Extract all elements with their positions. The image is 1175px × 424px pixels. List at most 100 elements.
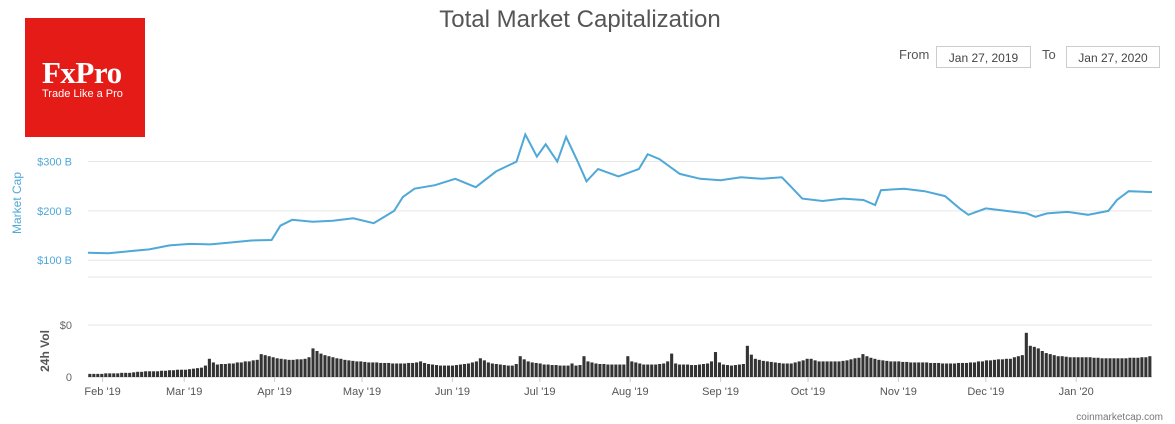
volume-bar [211, 362, 215, 377]
volume-bar [1140, 357, 1144, 377]
volume-bar [343, 359, 347, 377]
volume-bar [909, 362, 913, 377]
volume-bar [805, 358, 809, 377]
volume-bar [869, 357, 873, 377]
volume-bar [949, 363, 953, 377]
volume-bar [578, 365, 582, 377]
volume-bar [729, 365, 733, 377]
volume-bar [698, 364, 702, 377]
volume-bar [187, 369, 192, 377]
volume-bar [227, 363, 231, 377]
volume-bar [992, 359, 996, 377]
volume-bar [526, 361, 530, 377]
volume-bar [1024, 332, 1028, 377]
volume-bar [877, 359, 881, 377]
volume-bar [423, 362, 427, 377]
volume-bar [626, 356, 630, 377]
source-credit[interactable]: coinmarketcap.com [1076, 412, 1163, 423]
volume-bar [1028, 345, 1032, 377]
volume-bar [765, 361, 769, 377]
volume-bar [1112, 358, 1116, 377]
volume-bar [379, 362, 383, 377]
volume-bar [889, 361, 893, 377]
volume-bar [789, 363, 793, 377]
volume-bar [478, 358, 482, 377]
volume-bar [331, 357, 335, 377]
volume-bar [713, 352, 718, 377]
volume-bar [965, 362, 969, 377]
volume-bar [881, 360, 885, 377]
fxpro-logo[interactable]: FxPro Trade Like a Pro [25, 18, 145, 137]
volume-bar [140, 371, 144, 377]
volume-bar [148, 371, 152, 377]
volume-bar [383, 362, 387, 377]
volume-bar [618, 364, 622, 377]
volume-bar [183, 369, 188, 377]
volume-bar [988, 360, 992, 377]
volume-bar [554, 365, 558, 377]
volume-bar [534, 362, 538, 377]
volume-bar [594, 363, 598, 377]
volume-bar [315, 351, 319, 377]
market-cap-series-line[interactable] [87, 131, 1153, 255]
x-tick-label: Aug '19 [612, 386, 649, 398]
volume-bar [761, 360, 765, 377]
volume-bar [522, 359, 526, 377]
volume-bar [171, 370, 176, 377]
volume-bar [351, 360, 355, 377]
volume-bar [845, 360, 849, 377]
volume-bar [311, 348, 315, 377]
volume-bar [403, 363, 407, 377]
y-axis-title-market-cap: Market Cap [10, 172, 24, 234]
volume-bar [179, 369, 184, 377]
volume-bar [602, 364, 606, 377]
volume-bar [849, 359, 853, 377]
x-tick-label: May '19 [343, 386, 381, 398]
volume-bar [128, 372, 132, 377]
volume-bar [419, 361, 423, 377]
volume-bar [745, 345, 749, 377]
volume-bar [442, 365, 447, 377]
volume-bar [670, 353, 674, 377]
volume-bar [630, 361, 634, 377]
volume-bar [359, 361, 363, 377]
volume-bar [1068, 357, 1072, 377]
volume-bar [104, 373, 108, 377]
from-date-input[interactable]: Jan 27, 2019 [936, 46, 1031, 68]
volume-bar [941, 363, 945, 377]
volume-bar [933, 362, 937, 377]
chart-title: Total Market Capitalization [439, 6, 721, 33]
to-date-input[interactable]: Jan 27, 2020 [1066, 46, 1160, 68]
volume-bar [295, 359, 299, 377]
volume-bar [1120, 358, 1124, 377]
volume-bar [287, 359, 291, 377]
volume-bar [913, 362, 917, 377]
volume-bar [156, 371, 160, 377]
volume-bar [454, 365, 459, 377]
volume-bar [518, 356, 522, 377]
volume-bar [1096, 357, 1100, 377]
volume-bar [490, 363, 494, 377]
volume-bar [255, 359, 259, 377]
y-tick-label: $300 B [37, 157, 72, 169]
x-tick-label: Jan '20 [1059, 386, 1094, 398]
volume-bar [853, 358, 857, 377]
logo-tagline: Trade Like a Pro [42, 88, 123, 100]
volume-bar [367, 362, 371, 377]
volume-bar [96, 373, 100, 377]
volume-bar [873, 358, 877, 377]
volume-bar [566, 365, 570, 377]
volume-bar [279, 358, 283, 377]
volume-bar [929, 362, 933, 377]
volume-bar [925, 362, 929, 377]
volume-bar [957, 362, 961, 377]
volume-bar [407, 362, 411, 377]
volume-bar [164, 370, 168, 377]
volume-bar [694, 365, 698, 377]
volume-bar [168, 370, 172, 377]
volume-bar [893, 361, 897, 377]
volume-bar [462, 364, 466, 377]
volume-bar [347, 360, 351, 377]
volume-bar [100, 373, 104, 377]
